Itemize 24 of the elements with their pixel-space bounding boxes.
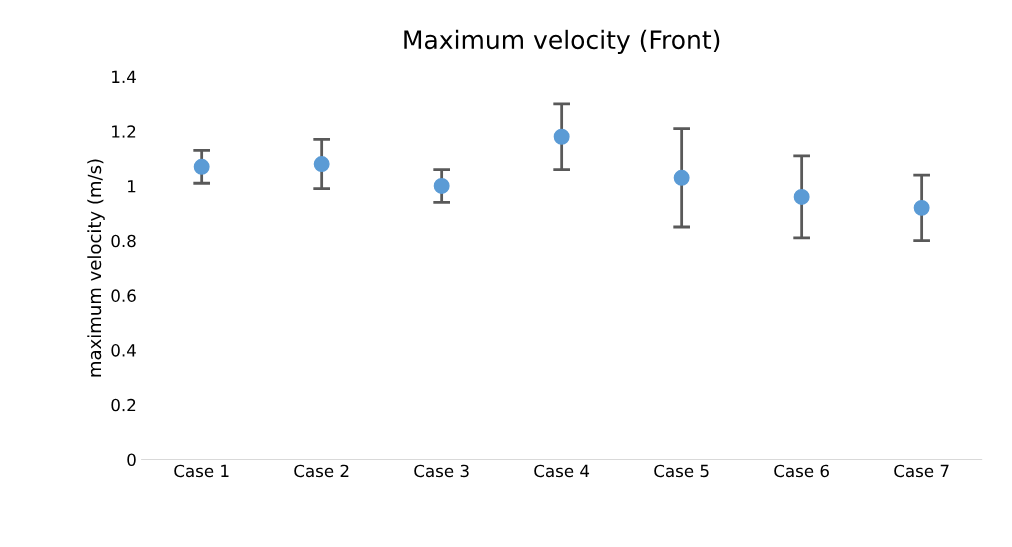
point (193, 158, 210, 175)
point (793, 188, 810, 205)
x-tick-label: Case 7 (894, 464, 949, 478)
y-tick-label: 0.4 (111, 344, 136, 357)
x-tick-label: Case 4 (534, 464, 590, 478)
y-tick-label: 1.2 (112, 125, 136, 138)
y-tick-label: 0.8 (111, 234, 136, 248)
x-tick-label: Case 5 (654, 464, 709, 478)
chart-title: Maximum velocity (Front) (404, 29, 720, 54)
y-tick-label: 1 (128, 180, 136, 193)
point (913, 199, 930, 216)
x-tick-label: Case 2 (294, 464, 349, 478)
x-tick-label: Case 1 (174, 464, 229, 478)
point (553, 128, 570, 145)
x-tick-label: Case 3 (414, 464, 469, 478)
point (313, 156, 330, 173)
point (433, 178, 450, 194)
y-tick-label: 1.4 (112, 70, 136, 83)
y-tick-label: 0.6 (111, 289, 136, 302)
y-tick-label: 0.2 (111, 398, 136, 412)
y-axis-title: maximum velocity (m/s) (87, 159, 105, 377)
x-tick-label: Case 6 (774, 464, 829, 478)
point (673, 169, 690, 186)
y-tick-label: 0 (127, 453, 136, 467)
